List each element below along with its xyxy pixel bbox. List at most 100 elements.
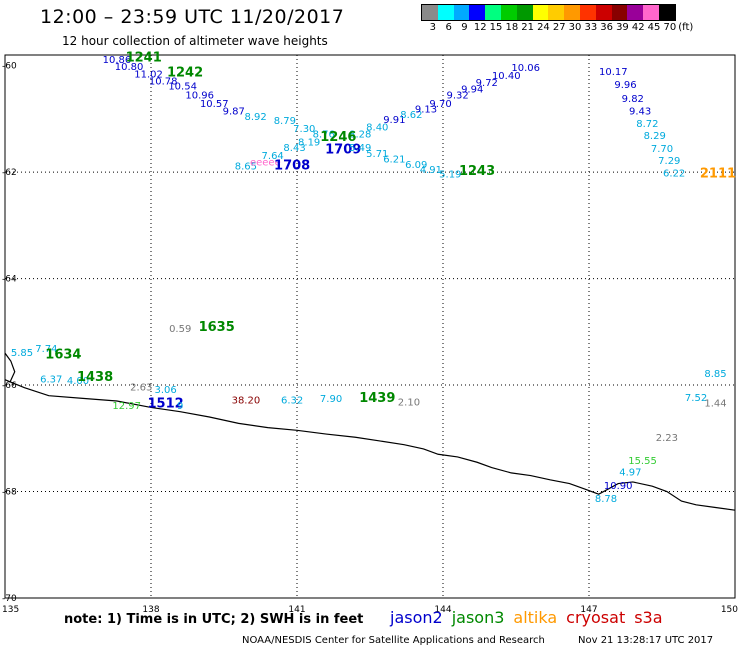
legend-cryosat: cryosat <box>566 608 626 627</box>
wave-height-label: 5.71 <box>366 149 388 160</box>
wave-height-label: 8.72 <box>636 119 658 130</box>
lon-tick-label: 138 <box>142 605 159 615</box>
colorbar-label: 27 <box>552 22 566 33</box>
colorbar-cell <box>579 5 596 20</box>
wave-height-label: 10.06 <box>511 63 540 74</box>
wave-height-label: 8.29 <box>644 131 666 142</box>
satellite-legend: jason2 jason3 altika cryosat s3a <box>390 608 672 627</box>
wave-height-label: 3.06 <box>154 385 176 396</box>
coastline-west <box>4 352 16 383</box>
wave-height-label: 8.78 <box>595 494 617 505</box>
wave-height-label: 8.19 <box>298 138 320 149</box>
wave-height-label: 9.94 <box>461 84 483 95</box>
colorbar-label: 36 <box>600 22 614 33</box>
wave-height-label: 8.85 <box>704 369 726 380</box>
wave-height-label: 9.43 <box>629 107 651 118</box>
wave-height-label: 7.52 <box>685 393 707 404</box>
wave-height-label: 7.30 <box>293 124 315 135</box>
colorbar-label: 3 <box>429 22 437 33</box>
wave-height-label: 10.96 <box>185 91 214 102</box>
timestamp: Nov 21 13:28:17 UTC 2017 <box>578 635 714 646</box>
wave-height-label: 12.97 <box>112 401 141 412</box>
wave-height-label: 6.37 <box>40 374 62 385</box>
wave-height-label: 38.20 <box>232 396 261 407</box>
page-subtitle: 12 hour collection of altimeter wave hei… <box>62 34 328 48</box>
colorbar-cell <box>516 5 533 20</box>
wave-height-label: 9.32 <box>446 91 468 102</box>
wave-height-label: 4.91 <box>420 165 442 176</box>
pass-time-label: 1241 <box>126 50 162 65</box>
colorbar-cell <box>469 5 486 20</box>
wave-height-label: 9.70 <box>429 99 451 110</box>
wave-height-label: 7.64 <box>262 151 284 162</box>
colorbar-label: 12 <box>473 22 487 33</box>
colorbar-label: 39 <box>616 22 629 33</box>
pass-time-label: 1438 <box>77 370 113 385</box>
colorbar-label: 30 <box>568 22 582 33</box>
wave-height-label: 1.44 <box>704 398 726 409</box>
wave-height-label: 5.85 <box>11 348 33 359</box>
legend-altika: altika <box>513 608 558 627</box>
wave-height-label: 0.59 <box>169 324 191 335</box>
colorbar-cell <box>422 5 438 20</box>
colorbar-cell <box>627 5 644 20</box>
page-title: 12:00 – 23:59 UTC 11/20/2017 <box>40 6 345 28</box>
colorbar-label: 42 <box>631 22 645 33</box>
wave-height-label: 10.17 <box>599 67 628 78</box>
wave-height-label: 10.57 <box>200 99 229 110</box>
colorbar-cell <box>532 5 549 20</box>
colorbar-label: 70 <box>663 22 677 33</box>
lon-tick-label: 150 <box>721 605 738 615</box>
colorbar-label: 9 <box>461 22 468 33</box>
wave-height-label: 15.55 <box>628 456 657 467</box>
wave-height-label: 4.00 <box>67 376 89 387</box>
wave-height-label: 9.13 <box>415 104 437 115</box>
wave-height-label: eeeee <box>250 158 281 169</box>
wave-height-label: 9.72 <box>476 78 498 89</box>
colorbar-cell <box>643 5 659 20</box>
coastline <box>4 379 736 511</box>
wave-height-label: 10.80 <box>115 62 144 73</box>
lon-tick-label: 147 <box>580 605 597 615</box>
wave-height-label: 10.90 <box>604 481 633 492</box>
colorbar-cell <box>564 5 580 20</box>
wave-height-label: 7.70 <box>651 144 673 155</box>
wave-height-label: 8.28 <box>349 130 371 141</box>
lat-tick-label: -64 <box>2 275 17 285</box>
wave-height-label: 10.40 <box>492 71 521 82</box>
colorbar-label: 24 <box>537 22 550 33</box>
lat-tick-label: -66 <box>2 381 17 391</box>
colorbar-cell <box>611 5 628 20</box>
pass-time-label: 1246 <box>320 130 356 145</box>
colorbar-label: 21 <box>521 22 535 33</box>
colorbar-cell <box>658 5 675 20</box>
wave-height-label: 2.10 <box>398 397 420 408</box>
wave-height-label: 6.21 <box>383 155 405 166</box>
wave-height-label: 6.09 <box>405 160 427 171</box>
colorbar <box>421 4 676 21</box>
wave-height-label: 8.62 <box>400 110 422 121</box>
legend-s3a: s3a <box>634 608 663 627</box>
lat-tick-label: -60 <box>2 62 17 72</box>
colorbar-cell <box>453 5 470 20</box>
colorbar-label: 18 <box>505 22 519 33</box>
pass-time-label: 1635 <box>199 320 235 335</box>
wave-height-label: 10.86 <box>103 55 132 66</box>
pass-time-label: 1512 <box>148 396 184 411</box>
colorbar-label: 15 <box>489 22 503 33</box>
wave-height-label: 6.22 <box>663 168 685 179</box>
wave-height-label: 7.74 <box>35 344 57 355</box>
wave-height-label: 6.32 <box>281 396 303 407</box>
wave-height-label: 9.82 <box>622 94 644 105</box>
wave-height-label: 7.29 <box>658 156 680 167</box>
legend-jason3: jason3 <box>451 608 505 627</box>
pass-time-label: 1634 <box>45 347 81 362</box>
colorbar-label: 33 <box>584 22 598 33</box>
pass-time-label: 1439 <box>359 391 395 406</box>
wave-height-label: 8.79 <box>274 116 296 127</box>
wave-height-label: 4.97 <box>619 468 641 479</box>
map-frame <box>4 54 736 599</box>
pass-time-label: 1243 <box>459 164 495 179</box>
wave-height-label: 8.65 <box>235 161 257 172</box>
colorbar-label: 6 <box>445 22 452 33</box>
